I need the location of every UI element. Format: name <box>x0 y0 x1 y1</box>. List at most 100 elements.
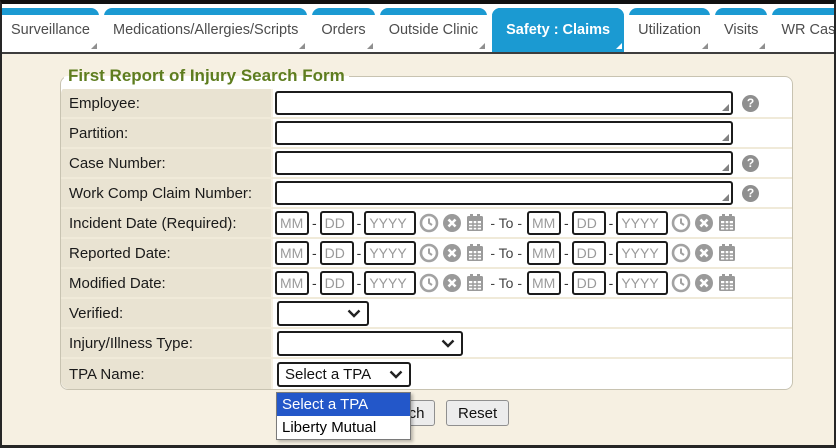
day-input[interactable] <box>319 271 354 295</box>
clock-icon[interactable] <box>671 243 691 263</box>
date-separator: - <box>563 275 569 291</box>
year-input[interactable] <box>616 241 669 265</box>
day-input[interactable] <box>571 271 606 295</box>
field-content: - - - To - - - <box>273 209 792 237</box>
row-injury-illness-type: Injury/Illness Type: <box>61 329 792 359</box>
date-separator: - <box>563 245 569 261</box>
date-separator: - <box>563 215 569 231</box>
clock-icon[interactable] <box>419 213 439 233</box>
date-separator: - <box>608 215 614 231</box>
clock-icon[interactable] <box>419 243 439 263</box>
year-input[interactable] <box>364 241 417 265</box>
month-input[interactable] <box>275 271 309 295</box>
row-partition: Partition: <box>61 119 792 149</box>
row-modified-date: Modified Date: - - - To - <box>61 269 792 299</box>
month-input[interactable] <box>275 241 309 265</box>
tab-wr-case[interactable]: WR Case <box>772 8 834 52</box>
month-input[interactable] <box>526 211 561 235</box>
help-icon[interactable]: ? <box>742 94 759 112</box>
calendar-icon[interactable] <box>465 243 485 263</box>
clear-date-icon[interactable] <box>442 213 462 233</box>
row-verified: Verified: <box>61 299 792 329</box>
calendar-icon[interactable] <box>465 213 485 233</box>
date-separator: - <box>356 245 362 261</box>
month-input[interactable] <box>275 211 309 235</box>
injury-illness-type-select[interactable] <box>277 330 463 356</box>
clear-date-icon[interactable] <box>694 273 714 293</box>
verified-select[interactable] <box>277 300 369 326</box>
year-input[interactable] <box>616 211 669 235</box>
reset-button[interactable]: Reset <box>446 400 510 426</box>
year-input[interactable] <box>364 211 417 235</box>
month-input[interactable] <box>526 241 561 265</box>
tab-label: Utilization <box>638 22 701 38</box>
tab-outside-clinic[interactable]: Outside Clinic <box>379 8 488 52</box>
field-label: Reported Date: <box>61 239 273 267</box>
field-label: TPA Name: <box>61 359 273 389</box>
tab-orders[interactable]: Orders <box>312 8 375 52</box>
date-separator: - <box>608 245 614 261</box>
select-value: Select a TPA <box>285 365 372 383</box>
clock-icon[interactable] <box>671 213 691 233</box>
clear-date-icon[interactable] <box>442 243 462 263</box>
tab-bar: Surveillance Medications/Allergies/Scrip… <box>2 4 834 54</box>
clock-icon[interactable] <box>419 273 439 293</box>
field-label: Verified: <box>61 299 273 327</box>
date-to-group: - - <box>526 211 737 235</box>
help-icon[interactable]: ? <box>742 154 759 172</box>
field-label: Employee: <box>61 89 273 117</box>
to-separator: - To - <box>490 275 522 291</box>
field-content: - - - To - - - <box>273 239 792 267</box>
day-input[interactable] <box>571 241 606 265</box>
dropdown-option-liberty-mutual[interactable]: Liberty Mutual <box>282 419 377 436</box>
tab-safety-claims[interactable]: Safety : Claims <box>492 8 625 52</box>
tab-medications-allergies-scripts[interactable]: Medications/Allergies/Scripts <box>104 8 308 52</box>
help-icon[interactable]: ? <box>742 184 759 202</box>
case-number-input[interactable] <box>275 151 733 175</box>
row-work-comp-claim-number: Work Comp Claim Number: ? <box>61 179 792 209</box>
work-comp-claim-input-wrap <box>275 181 733 205</box>
clear-date-icon[interactable] <box>694 243 714 263</box>
first-report-of-injury-search-form: First Report of Injury Search Form Emplo… <box>60 66 793 390</box>
clear-date-icon[interactable] <box>442 273 462 293</box>
tab-label: Visits <box>723 22 759 38</box>
tab-utilization[interactable]: Utilization <box>629 8 710 52</box>
day-input[interactable] <box>319 241 354 265</box>
calendar-icon[interactable] <box>717 213 737 233</box>
chevron-down-icon <box>347 309 361 318</box>
row-employee: Employee: ? <box>61 89 792 119</box>
partition-input-wrap <box>275 121 733 145</box>
tab-surveillance[interactable]: Surveillance <box>2 8 99 52</box>
row-reported-date: Reported Date: - - - To - <box>61 239 792 269</box>
clock-icon[interactable] <box>671 273 691 293</box>
year-input[interactable] <box>364 271 417 295</box>
form-rows: Employee: ? Partition: Case Number: ? <box>61 89 792 389</box>
calendar-icon[interactable] <box>717 243 737 263</box>
tab-label: Surveillance <box>11 22 90 38</box>
employee-input[interactable] <box>275 91 733 115</box>
field-label: Work Comp Claim Number: <box>61 179 273 207</box>
row-incident-date: Incident Date (Required): - - - To - <box>61 209 792 239</box>
tab-label: Medications/Allergies/Scripts <box>113 22 299 38</box>
tab-menu-corner-icon <box>759 43 766 49</box>
tab-menu-corner-icon <box>479 43 486 49</box>
month-input[interactable] <box>526 271 561 295</box>
tpa-name-select[interactable]: Select a TPA <box>277 361 411 387</box>
field-label: Injury/Illness Type: <box>61 329 273 357</box>
date-from-group: - - <box>275 241 485 265</box>
field-content: ? <box>273 89 792 117</box>
calendar-icon[interactable] <box>717 273 737 293</box>
date-separator: - <box>608 275 614 291</box>
partition-input[interactable] <box>275 121 733 145</box>
calendar-icon[interactable] <box>465 273 485 293</box>
tab-visits[interactable]: Visits <box>714 8 768 52</box>
work-comp-claim-input[interactable] <box>275 181 733 205</box>
dropdown-option-select-a-tpa[interactable]: Select a TPA <box>277 393 410 416</box>
tab-menu-corner-icon <box>299 43 306 49</box>
day-input[interactable] <box>319 211 354 235</box>
year-input[interactable] <box>616 271 669 295</box>
clear-date-icon[interactable] <box>694 213 714 233</box>
field-label: Partition: <box>61 119 273 147</box>
date-separator: - <box>312 215 317 231</box>
day-input[interactable] <box>571 211 606 235</box>
